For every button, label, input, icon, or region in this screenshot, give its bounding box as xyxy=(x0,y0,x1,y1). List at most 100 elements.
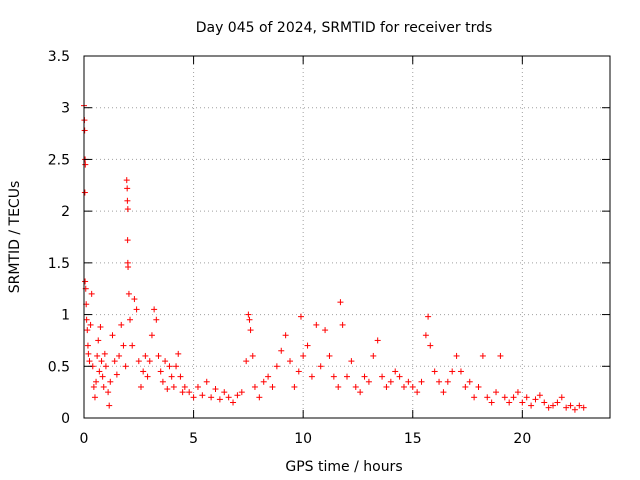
data-point xyxy=(113,371,120,378)
data-point xyxy=(300,352,307,359)
data-point xyxy=(155,352,162,359)
data-point xyxy=(532,396,539,403)
x-tick-label: 20 xyxy=(513,431,531,447)
y-tick-label: 1 xyxy=(61,308,70,324)
data-point xyxy=(295,368,302,375)
data-point xyxy=(536,392,543,399)
data-point xyxy=(501,394,508,401)
data-point xyxy=(221,389,228,396)
data-point xyxy=(83,316,90,323)
data-point xyxy=(97,323,104,330)
data-point xyxy=(418,378,425,385)
data-point xyxy=(162,358,169,365)
data-point xyxy=(282,332,289,339)
data-point xyxy=(563,404,570,411)
data-point xyxy=(497,352,504,359)
data-point xyxy=(208,394,215,401)
data-point xyxy=(287,358,294,365)
data-point xyxy=(100,383,107,390)
data-point xyxy=(519,399,526,406)
data-point xyxy=(181,383,188,390)
data-point xyxy=(251,383,258,390)
data-point xyxy=(245,311,252,318)
data-point xyxy=(265,373,272,380)
data-point xyxy=(506,399,513,406)
data-point xyxy=(436,378,443,385)
y-tick-label: 0.5 xyxy=(48,359,70,375)
y-tick-label: 3 xyxy=(61,101,70,117)
data-point xyxy=(124,237,131,244)
data-point xyxy=(514,389,521,396)
data-point xyxy=(140,368,147,375)
data-point xyxy=(82,161,89,168)
data-point xyxy=(269,383,276,390)
data-point xyxy=(93,378,100,385)
data-point xyxy=(199,392,206,399)
data-point xyxy=(361,373,368,380)
data-point xyxy=(122,363,129,370)
x-tick-label: 15 xyxy=(404,431,422,447)
data-point xyxy=(545,404,552,411)
data-point xyxy=(111,358,118,365)
data-point xyxy=(157,368,164,375)
data-point xyxy=(84,327,91,334)
data-point xyxy=(479,352,486,359)
data-point xyxy=(81,127,88,134)
data-point xyxy=(129,342,136,349)
x-tick-label: 0 xyxy=(80,431,89,447)
data-point xyxy=(133,306,140,313)
data-point xyxy=(335,383,342,390)
data-point xyxy=(453,352,460,359)
data-point xyxy=(387,378,394,385)
data-point xyxy=(425,313,432,320)
data-point xyxy=(576,402,583,409)
data-point xyxy=(238,389,245,396)
data-point xyxy=(88,290,95,297)
data-point xyxy=(144,373,151,380)
data-point xyxy=(82,278,89,285)
data-point xyxy=(170,383,177,390)
data-point xyxy=(234,392,241,399)
data-point xyxy=(317,363,324,370)
data-point xyxy=(405,378,412,385)
data-point xyxy=(348,358,355,365)
data-point xyxy=(370,352,377,359)
data-point xyxy=(137,383,144,390)
data-point xyxy=(326,352,333,359)
data-point xyxy=(151,306,158,313)
y-tick-label: 0 xyxy=(61,411,70,427)
data-point xyxy=(131,296,138,303)
data-point xyxy=(120,342,127,349)
data-point xyxy=(153,316,160,323)
y-axis-label: SRMTID / TECUs xyxy=(7,181,23,294)
data-point xyxy=(116,352,123,359)
data-point xyxy=(466,378,473,385)
data-point xyxy=(414,389,421,396)
data-point xyxy=(127,316,134,323)
y-tick-label: 2.5 xyxy=(48,152,70,168)
data-point xyxy=(440,389,447,396)
data-point xyxy=(94,352,101,359)
data-point xyxy=(337,299,344,306)
data-point xyxy=(374,337,381,344)
data-point xyxy=(580,404,587,411)
data-point xyxy=(427,342,434,349)
data-point xyxy=(90,383,97,390)
data-point xyxy=(123,177,130,184)
data-point xyxy=(84,342,91,349)
data-point xyxy=(339,321,346,328)
x-tick-label: 10 xyxy=(294,431,312,447)
data-point xyxy=(352,383,359,390)
data-point xyxy=(444,378,451,385)
data-point xyxy=(91,394,98,401)
data-point xyxy=(260,378,267,385)
data-point xyxy=(246,316,253,323)
data-point xyxy=(166,363,173,370)
data-point xyxy=(98,358,105,365)
grid xyxy=(84,56,610,418)
data-point xyxy=(528,402,535,409)
data-point xyxy=(190,394,197,401)
data-point xyxy=(179,389,186,396)
data-point xyxy=(379,373,386,380)
